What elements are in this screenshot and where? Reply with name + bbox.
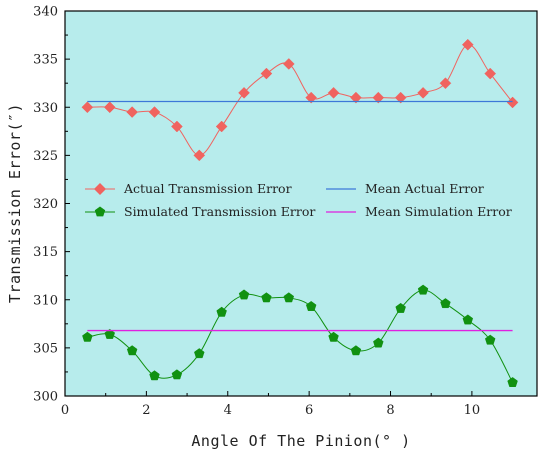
point-actual <box>171 120 183 133</box>
x-axis-title: Angle Of The Pinion(° ) <box>191 432 410 450</box>
point-actual <box>305 91 318 104</box>
legend-swatch-actual-marker <box>94 183 106 195</box>
point-simulated <box>350 345 362 356</box>
point-simulated <box>171 369 183 380</box>
y-tick-label: 305 <box>33 341 58 356</box>
series-layer <box>81 38 519 387</box>
y-tick-label: 320 <box>33 197 58 212</box>
legend-swatch-simulated-marker <box>94 206 106 217</box>
point-actual <box>461 38 474 51</box>
x-tick-label: 0 <box>61 403 69 418</box>
axes-layer: 0 2 4 6 8 10 300 305 310 315 320 325 330 335 340 <box>33 5 480 419</box>
point-simulated <box>104 328 115 339</box>
point-simulated <box>395 302 406 313</box>
legend-item-actual: Actual Transmission Error <box>85 181 292 196</box>
x-tick-label: 8 <box>386 403 394 418</box>
plot-area <box>65 11 537 396</box>
point-actual <box>484 67 497 80</box>
y-tick-label: 300 <box>33 390 58 405</box>
legend-label-actual: Actual Transmission Error <box>123 181 292 196</box>
y-tick-label: 330 <box>33 101 58 116</box>
point-actual <box>282 58 295 70</box>
x-tick-label: 4 <box>224 403 232 418</box>
point-simulated <box>328 331 339 342</box>
point-simulated <box>261 292 272 303</box>
point-simulated <box>373 337 384 348</box>
legend-item-mean-actual: Mean Actual Error <box>326 181 484 196</box>
point-simulated <box>194 348 205 359</box>
point-simulated <box>507 377 518 387</box>
point-simulated <box>462 314 474 325</box>
point-actual <box>193 149 206 162</box>
legend-label-simulated: Simulated Transmission Error <box>124 204 315 219</box>
point-actual <box>350 91 362 104</box>
y-tick-label: 325 <box>33 149 58 164</box>
y-tick-label: 310 <box>33 293 58 308</box>
point-simulated <box>417 284 429 295</box>
x-tick-label: 10 <box>464 403 481 418</box>
point-actual <box>126 106 138 118</box>
x-tick-label: 6 <box>305 403 313 418</box>
point-actual <box>394 91 407 104</box>
point-actual <box>439 77 452 90</box>
point-actual <box>417 86 429 99</box>
point-simulated <box>238 289 250 300</box>
point-actual <box>372 91 385 104</box>
point-actual <box>260 67 273 80</box>
legend-label-mean-actual: Mean Actual Error <box>365 181 484 196</box>
point-simulated <box>126 345 138 356</box>
point-simulated <box>484 334 496 345</box>
legend: Actual Transmission Error Mean Actual Er… <box>85 181 512 219</box>
point-actual <box>148 106 161 118</box>
legend-item-mean-simulated: Mean Simulation Error <box>326 204 512 219</box>
point-simulated <box>283 292 295 303</box>
x-tick-label: 2 <box>142 403 150 418</box>
y-tick-label: 315 <box>33 245 58 260</box>
y-axis-title: Transmission Error(″) <box>6 103 24 303</box>
point-actual <box>81 101 94 114</box>
legend-item-simulated: Simulated Transmission Error <box>85 204 315 219</box>
y-tick-label: 335 <box>33 53 58 68</box>
point-simulated <box>216 306 227 317</box>
point-actual <box>103 101 116 114</box>
legend-label-mean-simulated: Mean Simulation Error <box>365 204 512 219</box>
point-actual <box>327 86 340 99</box>
point-simulated <box>149 370 160 381</box>
point-simulated <box>440 298 451 309</box>
point-actual <box>215 120 228 133</box>
point-actual <box>238 86 250 99</box>
y-tick-label: 340 <box>33 5 58 20</box>
point-simulated <box>305 300 317 311</box>
point-actual <box>506 96 519 109</box>
point-simulated <box>82 331 93 342</box>
